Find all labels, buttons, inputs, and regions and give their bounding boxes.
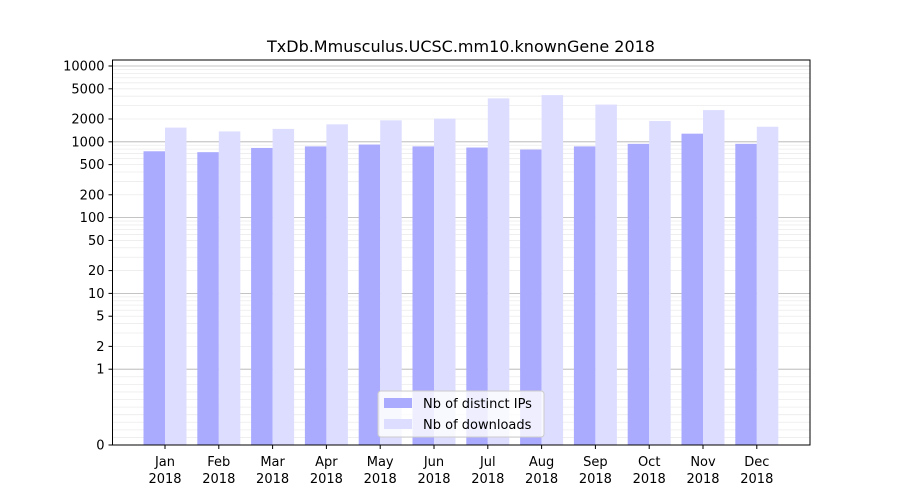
x-tick-label-year: 2018 [740, 472, 773, 487]
bar-distinct-ips [520, 149, 542, 446]
x-tick-label-month: Dec [744, 455, 769, 470]
x-tick-label-year: 2018 [202, 472, 235, 487]
legend-label: Nb of downloads [423, 418, 532, 433]
legend-swatch [384, 419, 412, 429]
x-tick-label-month: Jun [423, 455, 444, 470]
y-tick-label: 1000 [71, 135, 104, 150]
x-tick-label-year: 2018 [579, 472, 612, 487]
x-tick-label-year: 2018 [256, 472, 289, 487]
bar-downloads [541, 95, 564, 446]
bar-downloads [272, 128, 295, 445]
bar-distinct-ips [358, 144, 381, 446]
bar-downloads [434, 118, 456, 445]
y-tick-label: 2000 [71, 112, 104, 127]
x-tick-label-year: 2018 [148, 472, 181, 487]
y-tick-label: 5000 [71, 82, 104, 97]
x-axis: Jan 2018 Feb 2018 Mar 2018 Apr 2018 May 2018 Jun 20… [148, 445, 773, 487]
x-tick-label-month: Apr [315, 455, 338, 470]
bar-downloads [487, 98, 510, 445]
y-tick-label: 0 [96, 439, 104, 454]
y-tick-label: 200 [80, 188, 105, 203]
x-tick-label-month: Oct [638, 455, 660, 470]
x-tick-label-year: 2018 [310, 472, 343, 487]
x-tick-label-month: Sep [583, 455, 608, 470]
y-tick-label: 1 [96, 363, 104, 378]
x-tick-label-month: Aug [529, 455, 554, 470]
bars [143, 95, 779, 446]
bar-downloads [595, 104, 617, 446]
bar-downloads [326, 124, 348, 445]
bar-distinct-ips [251, 147, 273, 446]
x-tick-label-month: Jan [154, 455, 175, 470]
bar-downloads [756, 126, 779, 445]
bar-downloads [218, 131, 241, 445]
bar-distinct-ips [573, 146, 596, 446]
x-tick-label-year: 2018 [686, 472, 719, 487]
legend-label: Nb of distinct IPs [423, 397, 532, 412]
x-tick-label-month: Mar [260, 455, 285, 470]
x-tick-label-month: Nov [690, 455, 716, 470]
x-tick-label-year: 2018 [525, 472, 558, 487]
bar-distinct-ips [197, 152, 219, 445]
x-tick-label-month: May [367, 455, 394, 470]
x-tick-label-year: 2018 [633, 472, 666, 487]
bar-distinct-ips [143, 151, 165, 445]
y-tick-label: 20 [88, 264, 105, 279]
bar-distinct-ips [681, 133, 703, 445]
bar-distinct-ips [412, 146, 434, 446]
y-axis: 0 1 2 5 10 20 50 100 200 500 1000 2000 5000 10000 [63, 60, 113, 454]
legend: Nb of distinct IPs Nb of downloads [377, 390, 545, 438]
y-tick-label: 2 [96, 340, 104, 355]
x-tick-label-year: 2018 [364, 472, 397, 487]
bar-downloads [649, 121, 671, 445]
x-tick-label-year: 2018 [471, 472, 504, 487]
bar-downloads [703, 110, 725, 445]
bar-distinct-ips [735, 143, 757, 445]
y-tick-label: 50 [88, 234, 105, 249]
chart-title: TxDb.Mmusculus.UCSC.mm10.knownGene 2018 [266, 37, 655, 56]
y-tick-label: 5 [96, 310, 104, 325]
bar-distinct-ips [304, 146, 327, 446]
y-tick-label: 500 [80, 158, 105, 173]
x-tick-label-month: Feb [207, 455, 230, 470]
y-tick-label: 100 [80, 211, 105, 226]
y-tick-label: 10 [88, 287, 105, 302]
x-tick-label-year: 2018 [417, 472, 450, 487]
legend-swatch [384, 398, 412, 408]
plot-frame [112, 59, 811, 446]
bar-distinct-ips [466, 147, 488, 445]
bar-downloads [380, 120, 402, 446]
x-tick-label-month: Jul [479, 455, 496, 470]
legend-box [377, 390, 545, 438]
bar-downloads [165, 127, 187, 445]
y-tick-label: 10000 [63, 60, 104, 75]
bar-distinct-ips [627, 143, 650, 445]
